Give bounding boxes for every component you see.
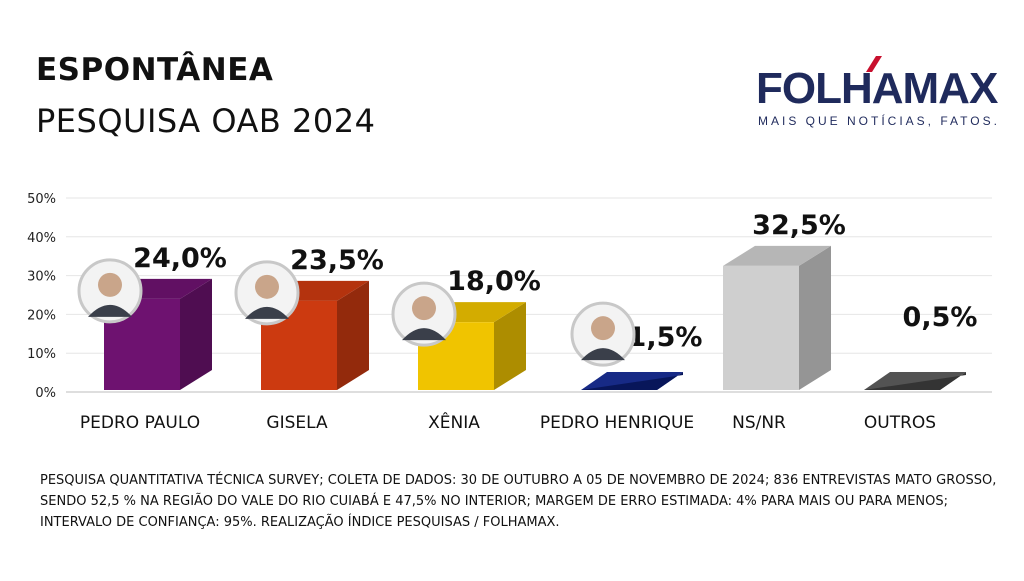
value-label: 24,0% xyxy=(133,243,227,274)
photo-shoulders xyxy=(402,328,446,341)
photo-shoulders xyxy=(581,348,625,361)
category-label: XÊNIA xyxy=(428,411,480,433)
footnote-line-3: INTERVALO DE CONFIANÇA: 95%. REALIZAÇÃO … xyxy=(40,515,560,530)
candidate-photo xyxy=(77,258,143,324)
candidate-photo xyxy=(234,260,300,326)
photo-face xyxy=(591,316,615,341)
bar-side-face xyxy=(581,372,683,390)
photo-face xyxy=(255,274,279,299)
bar-chart: 0% 10% 20% 30% 40% 50% 24,0% PEDRO PAULO 23,5% GI… xyxy=(27,192,992,433)
logo-accent-icon xyxy=(866,56,882,72)
value-label: 0,5% xyxy=(903,302,978,333)
bar-side-face xyxy=(180,278,212,390)
value-label: 1,5% xyxy=(628,322,703,353)
bar-side-face xyxy=(799,245,831,390)
candidate-photo xyxy=(391,281,457,347)
y-tick-label: 30% xyxy=(27,270,56,285)
logo-tagline: MAIS QUE NOTÍCIAS, FATOS. xyxy=(758,114,1000,128)
logo-wordmark: FOLHAMAX xyxy=(756,64,998,113)
photo-shoulders xyxy=(88,304,132,317)
bar-side-face xyxy=(494,302,526,390)
category-label: PEDRO PAULO xyxy=(80,413,200,433)
value-label: 23,5% xyxy=(290,245,384,276)
value-label: 32,5% xyxy=(752,210,846,241)
y-tick-label: 40% xyxy=(27,231,56,246)
footnote-line-2: SENDO 52,5 % NA REGIÃO DO VALE DO RIO CU… xyxy=(40,494,949,509)
value-label: 18,0% xyxy=(447,266,541,297)
bar-4 xyxy=(723,245,831,390)
folhamax-logo: FOLHAMAX MAIS QUE NOTÍCIAS, FATOS. xyxy=(756,56,998,131)
chart-title: ESPONTÂNEA xyxy=(36,52,274,88)
y-tick-label: 10% xyxy=(27,347,56,362)
y-tick-label: 20% xyxy=(27,308,56,323)
photo-shoulders xyxy=(245,306,289,319)
category-label: NS/NR xyxy=(732,413,786,433)
photo-face xyxy=(412,296,436,321)
bar-5 xyxy=(864,372,966,390)
photo-face xyxy=(98,272,122,297)
bar-side-face xyxy=(864,372,966,390)
category-label: PEDRO HENRIQUE xyxy=(540,413,694,433)
category-label: OUTROS xyxy=(864,413,936,433)
footnote-line-1: PESQUISA QUANTITATIVA TÉCNICA SURVEY; CO… xyxy=(40,473,997,488)
y-tick-label: 0% xyxy=(35,386,56,401)
bar-side-face xyxy=(337,280,369,390)
chart-subtitle: PESQUISA OAB 2024 xyxy=(36,102,376,140)
bar-front-face xyxy=(723,265,799,390)
bar-3 xyxy=(581,372,683,390)
category-label: GISELA xyxy=(266,413,328,433)
candidate-photo xyxy=(570,301,636,367)
bar-top-face xyxy=(723,245,831,266)
methodology-footnote: PESQUISA QUANTITATIVA TÉCNICA SURVEY; CO… xyxy=(40,470,1000,533)
y-tick-label: 50% xyxy=(27,192,56,207)
